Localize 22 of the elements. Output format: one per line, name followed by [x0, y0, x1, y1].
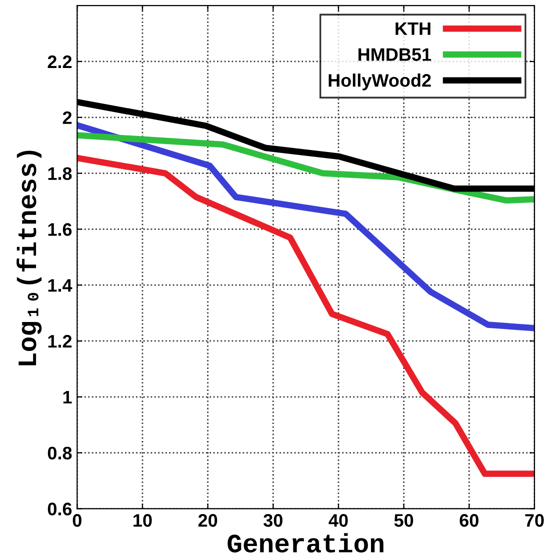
- y-tick-label: 1.8: [48, 167, 72, 180]
- legend-label: KTH: [396, 22, 430, 35]
- y-tick-label: 1.6: [48, 223, 72, 236]
- legend-label: HMDB51: [358, 48, 432, 61]
- x-tick-label: 20: [198, 514, 218, 527]
- x-tick-label: 30: [264, 514, 282, 527]
- x-tick-label: 70: [525, 514, 544, 527]
- y-tick-label: 0.6: [48, 502, 72, 516]
- y-tick-label: 1: [63, 391, 72, 404]
- x-axis-title: Generation: [228, 533, 384, 553]
- x-tick-label: 50: [394, 514, 414, 527]
- x-tick-label: 0: [72, 514, 82, 527]
- y-tick-label: 2.2: [48, 55, 72, 68]
- legend-label: HollyWood2: [328, 74, 431, 90]
- x-tick-label: 40: [328, 514, 348, 527]
- x-tick-label: 10: [134, 514, 152, 527]
- y-tick-label: 0.8: [48, 446, 72, 460]
- y-tick-label: 2: [62, 111, 72, 124]
- y-tick-label: 1.2: [48, 334, 72, 348]
- y-tick-label: 1.4: [48, 279, 72, 292]
- y-axis-title: Log₁₀(fitness): [16, 150, 42, 366]
- x-tick-label: 60: [460, 514, 478, 527]
